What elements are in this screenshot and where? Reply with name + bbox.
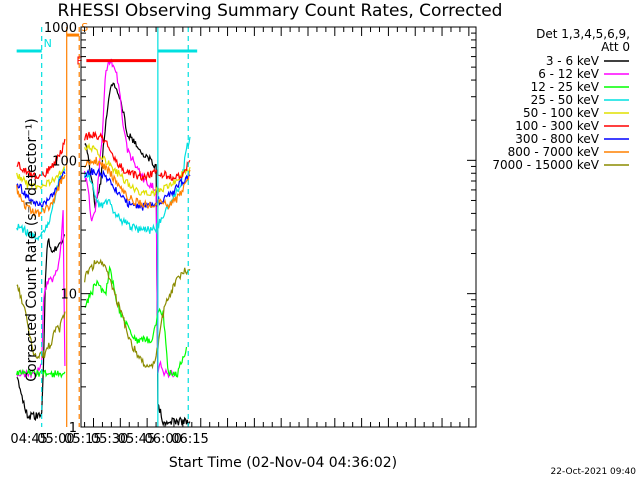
x-tick-label: 05:00 [37, 432, 74, 447]
legend-entry-label: 12 - 25 keV [531, 80, 600, 94]
series-line [84, 265, 188, 378]
chart-title: RHESSI Observing Summary Count Rates, Co… [58, 1, 503, 21]
y-tick-label: 1000 [44, 21, 77, 36]
axes: 1 10 100 1000 04:4505:0005:1505:3005:4506:00… [10, 21, 477, 447]
series-5 [16, 142, 191, 198]
series-3 [16, 265, 188, 379]
series-line [16, 166, 66, 190]
x-tick-label: 06:15 [171, 432, 208, 447]
plot-area: NSF [16, 21, 198, 428]
y-tick-label: 1 [69, 421, 77, 436]
series-line [16, 166, 66, 242]
y-tick-label: 100 [52, 154, 77, 169]
axes-frame [80, 26, 477, 428]
series-line [84, 130, 191, 182]
series-line [16, 234, 66, 422]
legend-entry-label: 7000 - 15000 keV [492, 158, 599, 172]
series-line [16, 174, 66, 218]
legend-entry-label: 25 - 50 keV [531, 93, 600, 107]
legend-header-detectors: Det 1,3,4,5,6,9, [536, 27, 630, 41]
x-tick-label: 05:45 [118, 432, 155, 447]
series-line [16, 368, 66, 379]
legend-entry-label: 50 - 100 keV [523, 106, 600, 120]
y-axis-label: Corrected Count Rate (s⁻¹ detector⁻¹) [24, 118, 40, 381]
x-axis-label: Start Time (02-Nov-04 04:36:02) [169, 455, 397, 471]
series-line [84, 258, 191, 370]
series-line [84, 156, 191, 210]
series-8 [16, 156, 191, 218]
series-line [16, 138, 66, 180]
series-line [16, 284, 66, 360]
series-2 [16, 58, 174, 379]
legend-entry-label: 100 - 300 keV [515, 119, 599, 133]
series-line [16, 210, 66, 379]
series-line [84, 167, 191, 211]
legend-entry-label: 800 - 7000 keV [508, 145, 600, 159]
series-line [84, 58, 174, 379]
x-tick-label: 05:30 [91, 432, 128, 447]
series-6 [16, 130, 191, 182]
legend-header-attenuator: Att 0 [601, 40, 630, 54]
legend-entry-label: 6 - 12 keV [538, 67, 600, 81]
flag-label-f: F [76, 55, 82, 68]
series-line [84, 142, 191, 198]
x-tick-label: 05:15 [64, 432, 101, 447]
legend-entry-label: 3 - 6 keV [546, 54, 600, 68]
series-9 [16, 258, 191, 370]
x-tick-label: 04:45 [10, 432, 47, 447]
x-tick-label: 06:00 [144, 432, 181, 447]
legend-entry-label: 300 - 800 keV [515, 132, 599, 146]
flag-label-n: N [44, 37, 52, 50]
y-tick-label: 10 [60, 288, 77, 303]
footer-date: 22-Oct-2021 09:40 [551, 467, 637, 477]
